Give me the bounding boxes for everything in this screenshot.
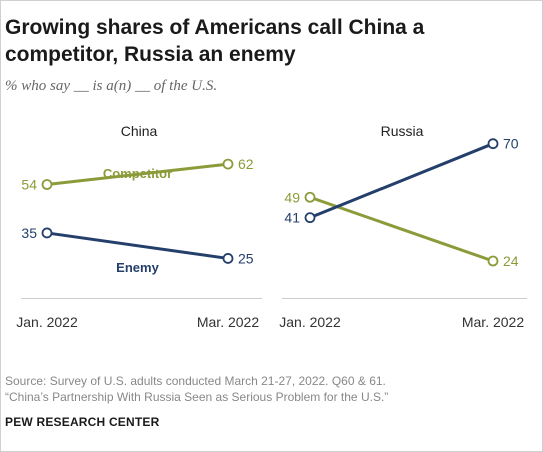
russia-series-2-value-1: 41 <box>284 210 300 226</box>
brand-label: PEW RESEARCH CENTER <box>5 415 160 429</box>
russia-panel-title: Russia <box>381 123 424 139</box>
russia-series-2-line <box>309 142 494 220</box>
russia-series-1-point-2 <box>487 255 499 267</box>
china-series-2-line <box>46 231 229 260</box>
china-series-1-line <box>46 162 229 186</box>
chart-subtitle: % who say __ is a(n) __ of the U.S. <box>5 78 218 94</box>
china-series-1-value-1: 54 <box>21 177 37 193</box>
source-line-1: Source: Survey of U.S. adults conducted … <box>5 374 386 388</box>
russia-series-1-value-2: 24 <box>503 253 519 269</box>
chart-title: Growing shares of Americans call China a… <box>5 16 425 66</box>
china-series-1-point-1 <box>41 179 53 190</box>
russia-series-2-point-1 <box>304 212 316 224</box>
china-series-label-competitor: Competitor <box>103 166 172 181</box>
russia-x-label-1: Jan. 2022 <box>279 314 341 330</box>
china-x-label-1: Jan. 2022 <box>16 314 78 330</box>
china-series-label-enemy: Enemy <box>116 260 159 275</box>
china-panel-title: China <box>121 123 158 139</box>
china-series-1-value-2: 62 <box>238 156 254 172</box>
russia-series-1-point-1 <box>304 191 316 203</box>
china-series-2-value-2: 25 <box>238 250 254 266</box>
russia-x-label-2: Mar. 2022 <box>462 314 524 330</box>
china-series-1-point-2 <box>222 158 234 170</box>
china-series-2-value-1: 35 <box>21 225 37 241</box>
russia-series-1-line <box>309 195 494 263</box>
russia-series-1-value-1: 49 <box>284 189 300 205</box>
china-x-label-2: Mar. 2022 <box>197 314 259 330</box>
russia-series-2-value-2: 70 <box>503 136 519 152</box>
line-charts: China Jan. 2022 Mar. 2022 54 62 Competitor 35 2… <box>16 123 527 330</box>
china-series-2-point-2 <box>222 253 234 264</box>
russia-series-2-point-2 <box>487 138 499 150</box>
source-note: Source: Survey of U.S. adults conducted … <box>5 373 535 405</box>
china-series-2-point-1 <box>41 227 53 239</box>
source-line-2: “China’s Partnership With Russia Seen as… <box>5 390 389 404</box>
